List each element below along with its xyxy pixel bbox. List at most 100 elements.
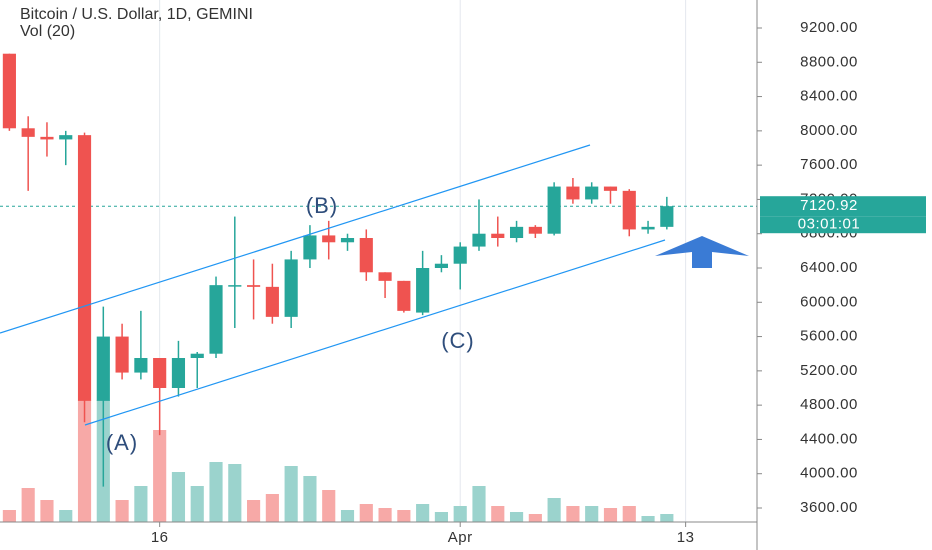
candle-body (284, 259, 298, 317)
candle-body (528, 226, 542, 234)
volume-bar (453, 506, 467, 522)
volume-bar (641, 516, 655, 522)
y-tick-label: 5200.00 (800, 362, 858, 379)
countdown-box (760, 216, 926, 234)
volume-bar (115, 500, 129, 522)
annotation: (A) (106, 430, 138, 455)
volume-bar (603, 508, 618, 522)
volume-bar (585, 506, 599, 522)
y-tick-label: 8400.00 (800, 88, 858, 105)
y-tick-label: 4000.00 (800, 465, 858, 482)
last-price-box (760, 196, 926, 217)
arrow-up (655, 236, 749, 268)
candle-body (171, 358, 186, 389)
y-tick-label: 6000.00 (800, 293, 858, 310)
volume-bar (171, 472, 186, 522)
candle-body (378, 272, 392, 281)
candle-body (434, 263, 449, 268)
y-tick-label: 5600.00 (800, 328, 858, 345)
volume-bar (21, 488, 35, 522)
candle-body (247, 285, 261, 287)
candle-body (472, 233, 486, 247)
candle-body (21, 128, 35, 137)
volume-bar (660, 514, 674, 522)
y-tick-label: 4400.00 (800, 430, 858, 447)
volume-bar (397, 510, 411, 522)
candle-body (416, 267, 430, 313)
volume-bar (491, 506, 505, 522)
candle-body (2, 53, 16, 129)
candle-body (340, 237, 355, 243)
volume-bar (153, 430, 167, 522)
volume-bar (77, 400, 92, 522)
candle-body (77, 135, 92, 401)
volume-bar (265, 494, 279, 522)
x-tick-label: 16 (151, 529, 169, 546)
channel-upper (0, 144, 591, 334)
y-tick-label: 7600.00 (800, 156, 858, 173)
volume-bar (547, 498, 561, 522)
candle-body (359, 237, 373, 273)
volume-bar (340, 510, 355, 522)
candle-body (322, 235, 336, 243)
volume-bar (416, 504, 430, 522)
candle-body (566, 186, 580, 200)
candle-body (228, 285, 242, 287)
candle-body (453, 246, 467, 264)
candle-body (303, 235, 317, 260)
volume-bar (190, 486, 204, 522)
candle-body (509, 226, 524, 238)
volume-bar (134, 486, 148, 522)
volume-bar (509, 512, 524, 522)
volume-bar (472, 486, 486, 522)
x-tick-label: 13 (677, 529, 695, 546)
candle-body (190, 353, 204, 359)
volume-bar (378, 508, 392, 522)
candles (2, 53, 674, 487)
price-axis-bg (757, 0, 932, 550)
candle-body (491, 233, 505, 238)
volume-pane (2, 400, 674, 522)
candle-body (40, 136, 54, 140)
volume-bar (622, 506, 636, 522)
y-tick-label: 9200.00 (800, 19, 858, 36)
volume-title: Vol (20) (20, 23, 75, 40)
volume-bar (40, 500, 54, 522)
volume-bar (59, 510, 73, 522)
volume-bar (322, 490, 336, 522)
volume-bar (528, 514, 542, 522)
last-price-label: 7120.92 (800, 197, 858, 214)
candle-body (96, 336, 110, 401)
y-tick-label: 4800.00 (800, 396, 858, 413)
volume-bar (359, 504, 373, 522)
volume-bar (566, 506, 580, 522)
annotation: (B) (306, 193, 338, 218)
channel-lower (84, 239, 666, 426)
candle-body (622, 190, 636, 230)
volume-bar (284, 466, 298, 522)
annotation: (C) (441, 328, 475, 353)
y-tick-label: 8800.00 (800, 53, 858, 70)
volume-bar (303, 476, 317, 522)
candle-body (134, 358, 148, 373)
price-axis: 3600.00 4000.00 4400.00 4800.00 5200.00 5600.… (151, 19, 926, 546)
countdown: 03:01:01 (798, 216, 860, 233)
candle-body (153, 358, 167, 389)
volume-bar (247, 500, 261, 522)
volume-bar (434, 512, 449, 522)
y-tick-label: 6400.00 (800, 259, 858, 276)
y-tick-label: 3600.00 (800, 499, 858, 516)
volume-bar (2, 510, 16, 522)
volume-bar (228, 464, 242, 522)
chart-title: Bitcoin / U.S. Dollar, 1D, GEMINI (20, 6, 253, 23)
candle-body (59, 135, 73, 140)
candle-body (397, 280, 411, 311)
x-tick-label: Apr (448, 529, 473, 546)
y-tick-label: 8000.00 (800, 122, 858, 139)
candle-body (641, 226, 655, 230)
candle-body (115, 336, 129, 373)
volume-bar (209, 462, 223, 522)
candle-body (603, 186, 618, 191)
candle-body (547, 186, 561, 234)
